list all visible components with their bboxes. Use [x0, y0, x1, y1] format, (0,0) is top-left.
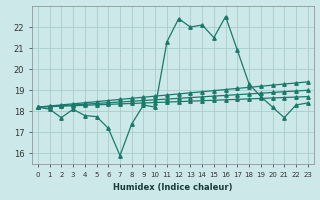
- X-axis label: Humidex (Indice chaleur): Humidex (Indice chaleur): [113, 183, 233, 192]
